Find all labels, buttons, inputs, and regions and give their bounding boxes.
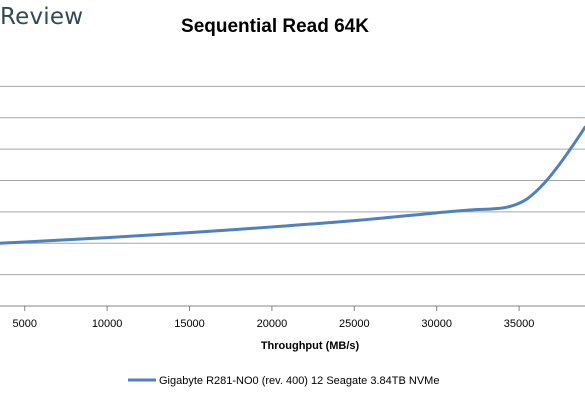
- x-tick-labels: 5000 10000 15000 20000 25000 30000 35000: [12, 318, 534, 330]
- x-tick-label: 20000: [257, 318, 288, 330]
- x-tick-label: 35000: [504, 318, 535, 330]
- chart-title: Sequential Read 64K: [181, 16, 369, 37]
- x-axis-title: Throughput (MB/s): [261, 340, 360, 352]
- legend: Gigabyte R281-NO0 (rev. 400) 12 Seagate …: [128, 375, 439, 387]
- axes: [0, 305, 585, 311]
- x-tick-label: 30000: [421, 318, 452, 330]
- series-layer: [0, 125, 585, 245]
- series-line: [0, 125, 585, 245]
- x-tick-label: 5000: [12, 318, 36, 330]
- x-tick-label: 10000: [92, 318, 123, 330]
- site-watermark: Review: [0, 4, 84, 30]
- x-tick-label: 25000: [339, 318, 370, 330]
- legend-label: Gigabyte R281-NO0 (rev. 400) 12 Seagate …: [159, 375, 439, 387]
- gridlines: [0, 85, 585, 276]
- x-tick-label: 15000: [174, 318, 205, 330]
